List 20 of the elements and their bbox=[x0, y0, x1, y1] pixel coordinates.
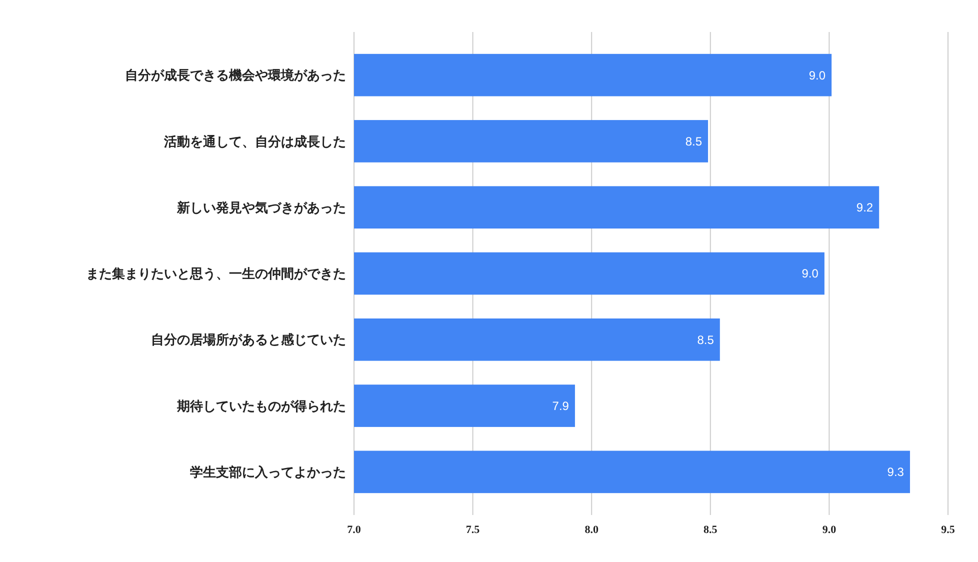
y-tick-label: また集まりたいと思う、一生の仲間ができた bbox=[86, 267, 346, 282]
x-tick-label: 7.0 bbox=[347, 524, 362, 536]
y-tick-label: 自分の居場所があると感じていた bbox=[151, 332, 346, 348]
data-label: 9.0 bbox=[808, 68, 826, 82]
y-tick-label: 期待していたものが得られた bbox=[176, 399, 346, 414]
y-tick-label: 自分が成長できる機会や環境があった bbox=[125, 68, 346, 84]
data-label: 8.5 bbox=[697, 332, 714, 347]
y-tick-label: 学生支部に入ってよかった bbox=[190, 464, 346, 480]
data-label: 7.9 bbox=[552, 398, 570, 413]
x-tick-label: 7.5 bbox=[466, 524, 480, 536]
data-label: 9.3 bbox=[887, 465, 904, 480]
y-tick-label: 活動を通して、自分は成長した bbox=[163, 134, 346, 150]
data-label: 9.0 bbox=[802, 266, 819, 281]
y-tick-label: 新しい発見や気づきがあった bbox=[176, 200, 346, 216]
x-tick-label: 9.0 bbox=[822, 524, 837, 536]
x-tick-label: 8.5 bbox=[704, 524, 718, 536]
x-tick-label: 9.5 bbox=[941, 524, 956, 536]
data-label: 8.5 bbox=[685, 134, 702, 148]
x-tick-label: 8.0 bbox=[584, 524, 599, 536]
data-label: 9.2 bbox=[856, 200, 874, 215]
